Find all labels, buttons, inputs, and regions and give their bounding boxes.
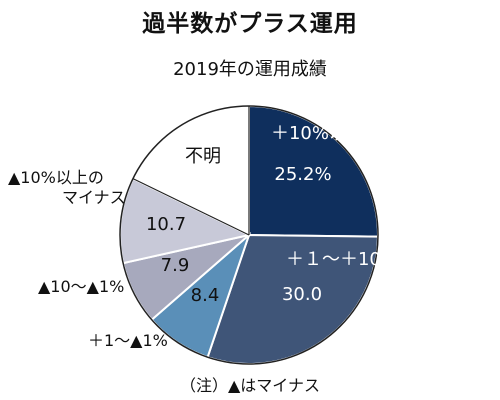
chart-subtitle: 2019年の運用成績 (173, 59, 327, 80)
slice-label-minus10-over-line1: ▲10%以上の (8, 168, 104, 187)
chart-note: （注）▲はマイナス (180, 376, 320, 395)
slice-label-minus10-over: ▲10%以上の マイナス (8, 168, 126, 208)
slice-value-1: 30.0 (282, 284, 322, 305)
slice-label-minus10-over-line2: マイナス (62, 188, 126, 207)
slice-value-2: 8.4 (191, 285, 220, 306)
slice-name-0: ＋10%以上 (271, 123, 365, 144)
slice-name-1: ＋１～＋10% (286, 249, 398, 270)
slice-label-plus1-minus1: ＋1～▲1% (88, 331, 168, 350)
slice-value-4: 10.7 (146, 214, 186, 235)
slice-divider-0 (132, 178, 250, 236)
slice-value-0: 25.2% (274, 164, 331, 185)
slice-label-minus10-minus1: ▲10～▲1% (38, 277, 125, 296)
chart-title: 過半数がプラス運用 (142, 11, 358, 37)
slice-name-5: 不明 (185, 146, 221, 167)
slice-value-3: 7.9 (161, 255, 190, 276)
